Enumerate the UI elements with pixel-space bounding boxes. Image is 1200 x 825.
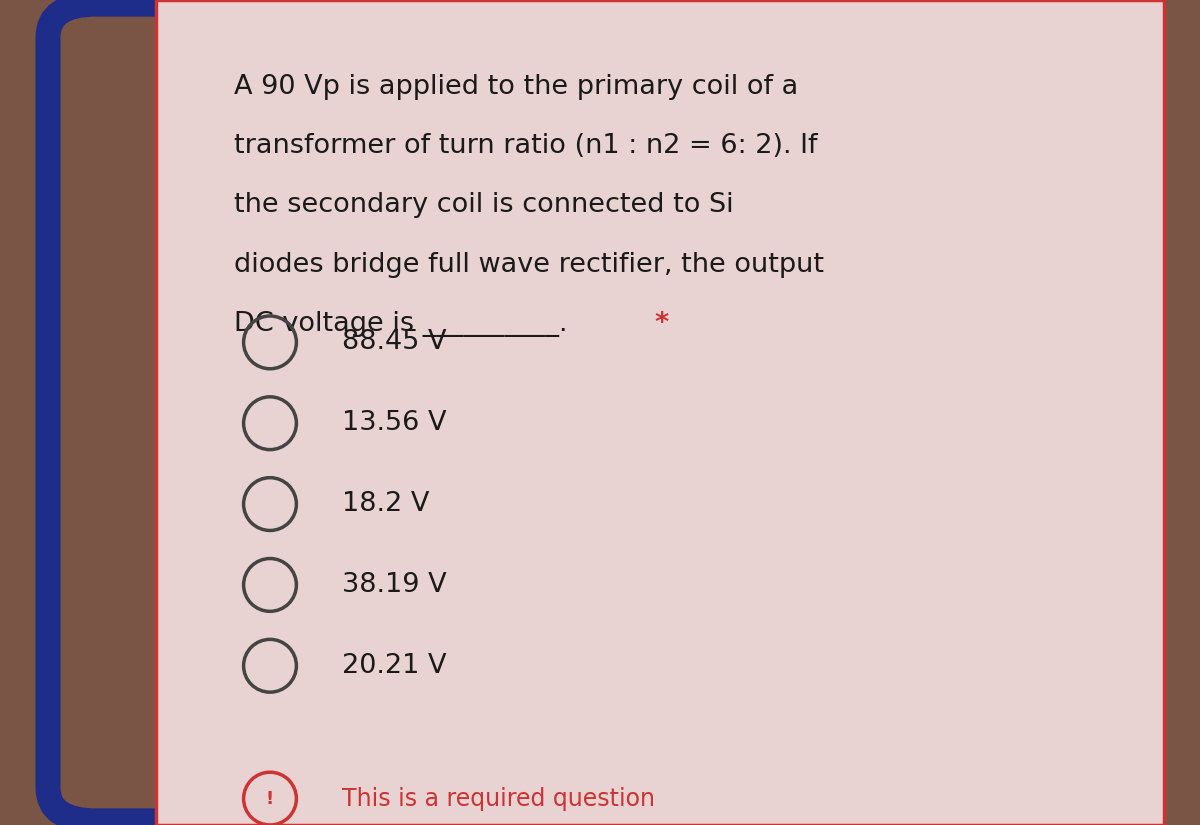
Text: 20.21 V: 20.21 V: [342, 653, 446, 679]
FancyBboxPatch shape: [48, 4, 1152, 821]
Text: transformer of turn ratio (n1 : n2 = 6: 2). If: transformer of turn ratio (n1 : n2 = 6: …: [234, 133, 817, 159]
Text: diodes bridge full wave rectifier, the output: diodes bridge full wave rectifier, the o…: [234, 252, 824, 278]
Text: !: !: [266, 790, 274, 808]
Text: *: *: [654, 311, 668, 337]
Text: 18.2 V: 18.2 V: [342, 491, 430, 517]
Text: the secondary coil is connected to Si: the secondary coil is connected to Si: [234, 192, 733, 219]
Text: 13.56 V: 13.56 V: [342, 410, 446, 436]
FancyBboxPatch shape: [156, 0, 1164, 825]
Text: 38.19 V: 38.19 V: [342, 572, 446, 598]
Text: A 90 Vp is applied to the primary coil of a: A 90 Vp is applied to the primary coil o…: [234, 73, 798, 100]
Text: 88.45 V: 88.45 V: [342, 329, 446, 356]
Text: DC voltage is __________.: DC voltage is __________.: [234, 311, 568, 337]
Text: This is a required question: This is a required question: [342, 786, 655, 811]
